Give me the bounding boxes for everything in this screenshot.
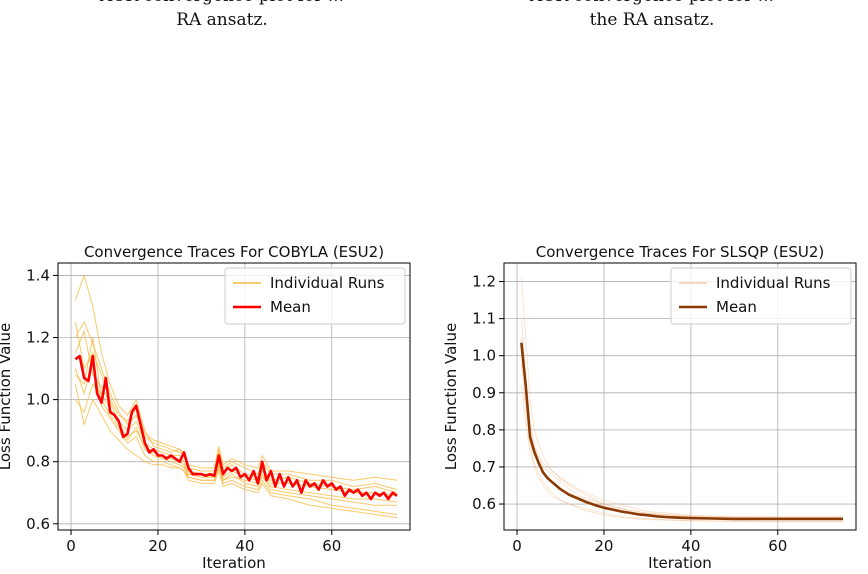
- individual-run-line: [74, 383, 398, 515]
- caption-left-line1: ACR convergence plot for ...: [22, 0, 422, 8]
- y-tick-label: 1.2: [26, 329, 50, 347]
- individual-run-line: [74, 329, 398, 497]
- y-tick-label: 0.7: [472, 458, 496, 476]
- individual-run-line: [74, 273, 398, 491]
- y-tick-label: 1.0: [26, 391, 50, 409]
- x-axis-label: Iteration: [648, 554, 712, 572]
- x-tick-label: 60: [768, 537, 787, 555]
- y-axis-label: Loss Function Value: [442, 323, 460, 470]
- chart-title: Convergence Traces For SLSQP (ESU2): [536, 243, 825, 261]
- x-axis-label: Iteration: [202, 554, 266, 572]
- plot-frame: [503, 262, 857, 531]
- legend-mean-label: Mean: [716, 298, 757, 316]
- plot-frame: [57, 262, 411, 531]
- individual-run-line: [520, 363, 843, 523]
- y-tick-label: 1.2: [472, 273, 496, 291]
- figure-caption-right: ACR convergence plot for ... the RA ansa…: [452, 0, 852, 32]
- figure-caption-left: ACR convergence plot for ... RA ansatz.: [22, 0, 422, 32]
- individual-run-line: [520, 359, 843, 518]
- x-tick-label: 40: [681, 537, 700, 555]
- legend-box: [224, 267, 406, 325]
- cobyla-convergence-chart: 0 20 40 60 0.6 0.8 1.0 1.2 1.4 Convergence Traces…: [0, 243, 411, 572]
- individual-run-line: [520, 318, 843, 518]
- y-tick-label: 1.0: [472, 347, 496, 365]
- x-tick-label: 40: [235, 537, 254, 555]
- slsqp-convergence-chart: 0 20 40 60 0.6 0.7 0.8 0.9 1.0 1.1 1.2 Convergence …: [442, 243, 857, 572]
- y-tick-label: 1.1: [472, 310, 496, 328]
- y-tick-label: 0.8: [472, 421, 496, 439]
- x-tick-label: 20: [148, 537, 167, 555]
- legend-mean-label: Mean: [270, 298, 311, 316]
- individual-run-line: [74, 320, 398, 494]
- individual-run-line: [520, 337, 843, 519]
- x-tick-label: 0: [512, 537, 522, 555]
- caption-right-line2: the RA ansatz.: [589, 10, 715, 30]
- legend-runs-label: Individual Runs: [716, 274, 831, 292]
- x-tick-label: 0: [66, 537, 76, 555]
- mean-line: [74, 354, 398, 501]
- legend-box: [670, 267, 852, 325]
- y-tick-label: 0.6: [472, 495, 496, 513]
- individual-run-line: [520, 385, 843, 522]
- x-tick-label: 20: [594, 537, 613, 555]
- x-tick-label: 60: [322, 537, 341, 555]
- y-tick-label: 0.8: [26, 453, 50, 471]
- y-axis-label: Loss Function Value: [0, 323, 14, 470]
- mean-line: [520, 342, 843, 521]
- individual-run-line: [74, 321, 398, 481]
- individual-run-line: [74, 383, 397, 506]
- individual-run-line: [75, 337, 398, 503]
- caption-right-line1: ACR convergence plot for ...: [452, 0, 852, 8]
- chart-title: Convergence Traces For COBYLA (ESU2): [84, 243, 384, 261]
- y-tick-label: 0.6: [26, 515, 50, 533]
- legend-runs-label: Individual Runs: [270, 274, 385, 292]
- y-tick-label: 1.4: [26, 266, 50, 284]
- y-tick-label: 0.9: [472, 384, 496, 402]
- caption-left-line2: RA ansatz.: [176, 10, 268, 30]
- individual-run-line: [74, 362, 398, 519]
